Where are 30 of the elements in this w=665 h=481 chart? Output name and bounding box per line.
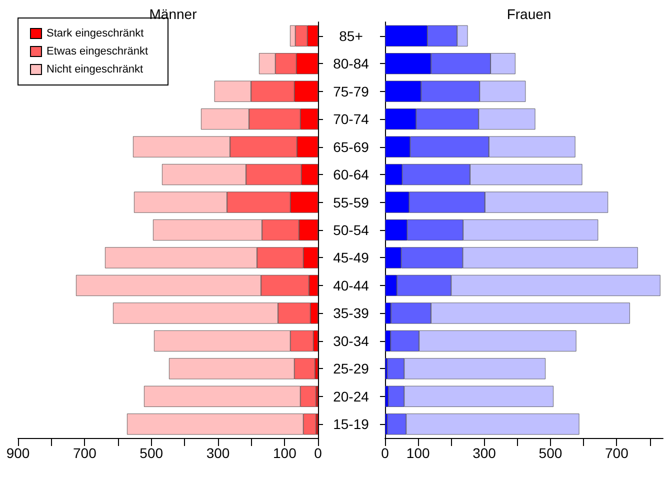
y-tick-label: 40-44 (333, 277, 370, 294)
legend-label: Etwas eingeschränkt (46, 46, 148, 58)
y-tick-label: 55-59 (333, 194, 370, 210)
y-tick-label: 80-84 (333, 56, 370, 72)
y-tick-label: 25-29 (333, 360, 370, 377)
x-tick-label: 300 (472, 445, 496, 461)
x-tick-label: 100 (272, 445, 297, 461)
y-tick-label: 15-19 (333, 416, 370, 432)
y-tick-label: 65-69 (333, 138, 370, 155)
y-tick-label: 60-64 (333, 166, 370, 183)
y-tick-label: 70-74 (333, 111, 370, 128)
y-tick-label: 45-49 (333, 250, 370, 266)
legend-label: Nicht eingeschränkt (46, 64, 144, 76)
x-tick-label: 500 (538, 445, 562, 461)
chart-title: Frauen (506, 6, 552, 22)
x-tick-label: 0 (314, 445, 322, 461)
x-tick-label: 500 (140, 445, 164, 461)
y-tick-label: 35-39 (333, 305, 370, 322)
y-tick-label: 30-34 (333, 332, 370, 349)
x-tick-label: 300 (206, 445, 230, 461)
y-tick-label: 50-54 (333, 222, 370, 238)
legend-label: Stark eingeschränkt (46, 28, 144, 40)
x-tick-label: 100 (406, 445, 430, 461)
x-tick-label: 900 (6, 445, 30, 461)
x-tick-label: 700 (72, 445, 97, 461)
x-tick-label: 700 (604, 445, 629, 461)
x-tick-label: 0 (381, 445, 390, 461)
y-tick-label: 75-79 (333, 83, 370, 100)
y-tick-label: 85+ (339, 28, 363, 44)
y-tick-label: 20-24 (333, 388, 370, 404)
